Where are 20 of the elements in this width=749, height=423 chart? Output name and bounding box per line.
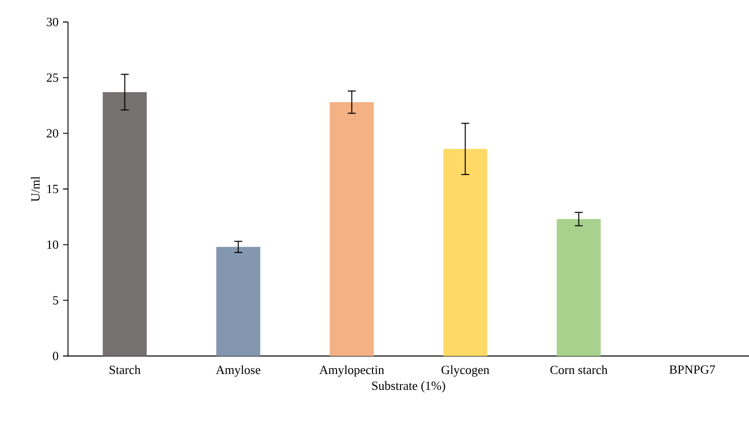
bar [443,148,488,356]
bar [556,219,601,356]
x-axis-title: Substrate (1%) [372,381,446,392]
y-tick-label: 0 [52,352,58,360]
y-tick-label: 10 [47,240,58,249]
x-tick-label: Amylose [216,365,260,377]
x-tick-label: BPNPG7 [669,365,716,374]
y-tick-label: 30 [46,18,58,26]
x-tick-label: Glycogen [442,365,490,377]
bar [330,102,374,356]
bar [102,92,147,356]
bar [216,246,260,356]
x-tick-label: Amylopectin [319,365,384,377]
y-axis-title: U/ml [30,176,40,202]
y-tick-label: 15 [47,184,58,194]
x-tick-label: Corn starch [550,365,608,374]
y-tick-label: 20 [46,129,58,138]
y-tick-label: 5 [53,296,58,304]
x-tick-label: Starch [110,365,141,374]
y-tick-label: 25 [46,73,58,82]
